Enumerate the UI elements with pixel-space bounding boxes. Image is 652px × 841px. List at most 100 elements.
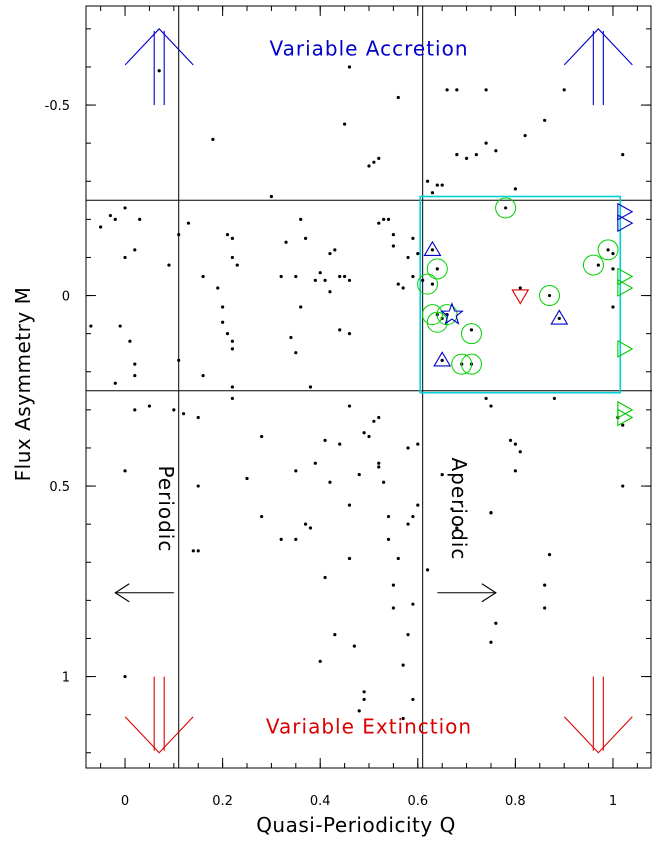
extinction-arrow-right	[563, 676, 633, 754]
y-tick-label: -0.5	[45, 99, 70, 114]
data-point	[382, 480, 386, 484]
circled-point	[597, 239, 619, 261]
data-point	[406, 522, 410, 526]
data-point	[338, 442, 342, 446]
triangle-right-marker	[617, 400, 634, 419]
data-point	[362, 690, 366, 694]
data-point	[391, 583, 395, 587]
data-point	[284, 240, 288, 244]
data-point	[177, 233, 181, 237]
data-point	[352, 644, 356, 648]
data-point	[230, 255, 234, 260]
triangle-right-marker	[617, 202, 634, 221]
circled-point	[495, 197, 517, 219]
data-point	[552, 396, 557, 401]
data-point	[464, 156, 469, 160]
periodic-arrow	[114, 583, 174, 603]
x-tick-label: 0	[121, 794, 129, 809]
data-point	[328, 252, 332, 256]
data-point	[416, 252, 420, 256]
data-point	[289, 335, 293, 340]
data-point	[401, 663, 405, 667]
star-marker	[439, 301, 464, 325]
data-point	[201, 373, 205, 378]
data-point	[455, 88, 459, 92]
data-point	[386, 217, 391, 221]
circled-point	[436, 304, 458, 326]
data-point	[611, 252, 615, 256]
y-tick-label: 1	[62, 671, 70, 686]
data-point	[543, 606, 547, 610]
data-point	[411, 514, 415, 519]
data-point	[108, 213, 112, 218]
data-point	[294, 274, 298, 279]
data-point	[411, 602, 415, 606]
data-point	[372, 160, 376, 164]
data-point	[260, 434, 264, 439]
data-point	[333, 633, 337, 637]
data-point	[391, 233, 395, 237]
data-point	[621, 152, 625, 157]
data-point	[123, 206, 127, 210]
data-point	[181, 412, 186, 416]
data-point	[484, 141, 488, 145]
data-point	[177, 358, 181, 362]
data-point	[328, 480, 332, 484]
data-point	[279, 274, 283, 279]
data-point	[440, 473, 444, 477]
circled-point	[460, 323, 482, 345]
data-point	[191, 549, 195, 553]
circled-point	[421, 304, 443, 326]
data-point	[421, 278, 425, 282]
x-axis-label: Quasi-Periodicity Q	[256, 813, 456, 837]
data-point	[484, 396, 488, 401]
data-point	[99, 225, 103, 229]
data-point	[323, 438, 327, 442]
data-point	[138, 217, 142, 221]
periodic-label: Periodic	[154, 465, 178, 552]
arrow-head	[124, 28, 194, 66]
data-point	[411, 697, 415, 702]
data-point	[455, 526, 459, 530]
data-point	[430, 282, 435, 286]
data-point	[513, 187, 517, 191]
y-tick-label: 0.5	[49, 480, 70, 495]
data-point	[294, 351, 298, 355]
data-point	[196, 549, 200, 553]
data-point	[611, 267, 615, 271]
data-point	[377, 156, 381, 160]
data-point	[411, 274, 415, 279]
data-point	[455, 152, 459, 157]
data-point	[357, 473, 361, 477]
aperiodic-arrow	[437, 583, 497, 603]
data-point	[469, 328, 474, 332]
data-point	[308, 385, 313, 389]
data-point	[450, 507, 454, 511]
data-point	[323, 278, 327, 282]
data-point	[123, 255, 127, 260]
data-point	[489, 640, 493, 644]
boundary-lines	[86, 6, 652, 768]
data-point	[216, 286, 220, 290]
data-point	[377, 415, 381, 420]
data-point	[269, 194, 274, 199]
plot-frame	[85, 5, 652, 769]
data-point	[308, 526, 313, 530]
data-point	[396, 556, 400, 561]
accretion-arrow-left	[124, 28, 194, 106]
data-point	[186, 221, 191, 225]
data-point	[430, 191, 435, 195]
x-tick-label: 0.2	[212, 794, 233, 809]
data-point	[323, 575, 327, 580]
data-point	[621, 423, 625, 427]
data-point	[318, 271, 322, 275]
data-point	[299, 217, 303, 221]
circled-point	[451, 353, 473, 375]
data-point	[230, 347, 234, 351]
data-point	[347, 503, 352, 507]
data-point	[396, 95, 400, 100]
aperiodic-label: Aperiodic	[447, 457, 471, 560]
y-tick-label: 0	[62, 290, 70, 305]
data-point	[425, 179, 430, 183]
data-point	[494, 149, 498, 153]
